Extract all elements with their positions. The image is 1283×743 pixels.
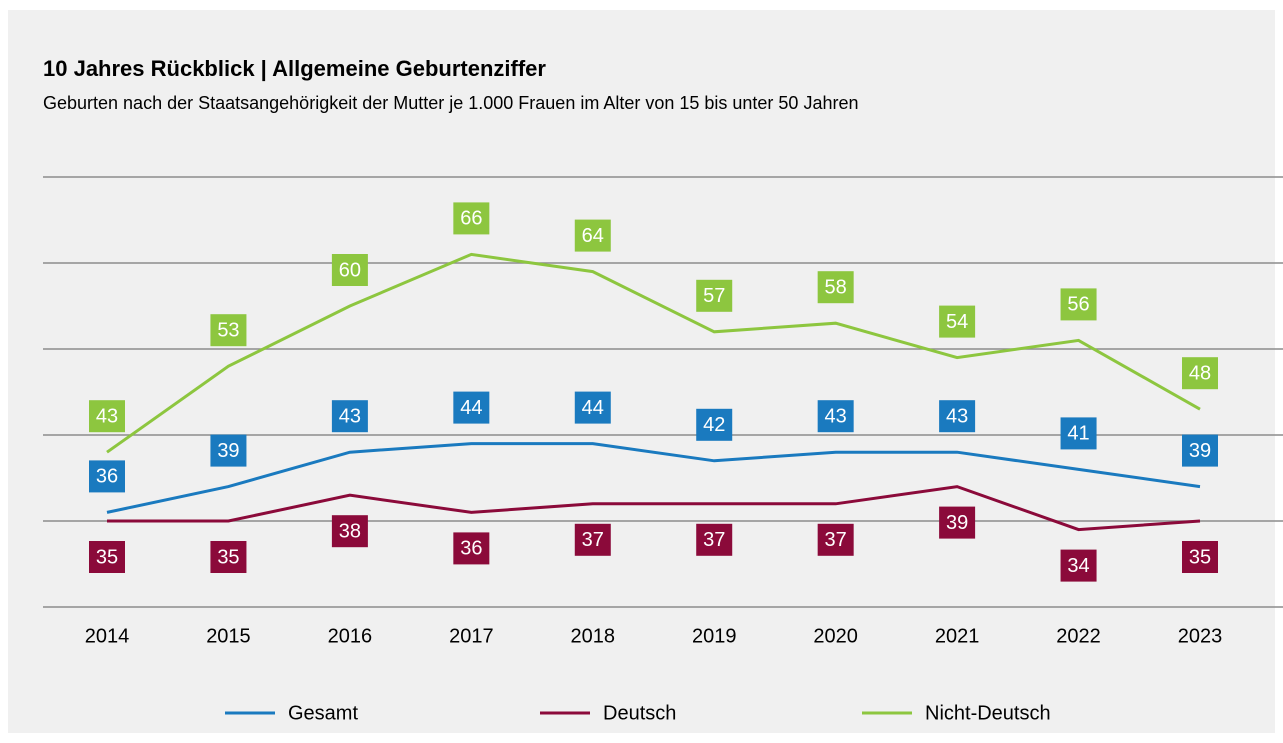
x-tick-label: 2020	[813, 625, 858, 647]
x-tick-label: 2017	[449, 625, 494, 647]
data-label-box	[696, 523, 733, 556]
data-label: 44	[460, 397, 482, 419]
x-tick-label: 2022	[1056, 625, 1101, 647]
x-tick-label: 2015	[206, 625, 251, 647]
data-label: 34	[1067, 555, 1089, 577]
chart-title: 10 Jahres Rückblick | Allgemeine Geburte…	[43, 56, 546, 81]
series-line	[107, 485, 1201, 532]
data-label-box	[331, 515, 368, 548]
data-label: 57	[703, 285, 725, 307]
data-label: 64	[582, 225, 604, 247]
data-label-box	[1182, 357, 1218, 390]
data-label: 56	[1067, 294, 1089, 316]
data-label-box	[453, 532, 490, 565]
data-label-box	[939, 400, 976, 433]
data-label-box	[331, 400, 368, 433]
x-tick-label: 2023	[1178, 625, 1223, 647]
data-label-box	[939, 305, 976, 338]
chart-subtitle: Geburten nach der Staatsangehörigkeit de…	[43, 93, 858, 113]
data-label: 60	[339, 259, 361, 281]
data-label: 39	[1189, 440, 1211, 462]
data-label: 35	[96, 546, 118, 568]
data-label-box	[210, 314, 247, 347]
data-label: 43	[339, 405, 361, 427]
legend-label: Deutsch	[603, 702, 676, 724]
data-label: 37	[582, 529, 604, 551]
data-label: 38	[339, 520, 361, 542]
data-label: 37	[825, 529, 847, 551]
legend-label: Nicht-Deutsch	[925, 702, 1051, 724]
data-label-box	[817, 271, 854, 304]
data-label: 39	[946, 512, 968, 534]
data-label-box	[1182, 541, 1218, 573]
data-label-box	[210, 434, 247, 467]
data-label-box	[574, 219, 611, 252]
x-tick-label: 2021	[935, 625, 980, 647]
data-label-box	[89, 541, 125, 573]
data-label-box	[574, 391, 611, 424]
data-label: 35	[217, 546, 239, 568]
x-tick-label: 2014	[85, 625, 130, 647]
legend-label: Gesamt	[288, 702, 358, 724]
data-label: 66	[460, 208, 482, 230]
data-label-box	[817, 400, 854, 433]
data-label: 54	[946, 311, 968, 333]
data-label: 48	[1189, 362, 1211, 384]
data-label-box	[574, 523, 611, 556]
data-label-box	[89, 400, 125, 433]
data-label-box	[89, 460, 125, 493]
data-label-box	[1182, 434, 1218, 467]
series-line	[106, 442, 1201, 514]
data-label: 53	[217, 319, 239, 341]
data-label-box	[1060, 549, 1097, 582]
data-label: 41	[1067, 423, 1089, 445]
data-label-box	[331, 254, 368, 286]
data-label: 35	[1189, 546, 1211, 568]
data-label-box	[696, 408, 733, 441]
data-label: 43	[825, 405, 847, 427]
data-label-box	[210, 541, 247, 573]
data-label: 36	[460, 538, 482, 560]
data-label: 36	[96, 466, 118, 488]
data-label-box	[939, 506, 976, 539]
data-label-box	[1060, 417, 1097, 450]
data-label-box	[453, 391, 490, 424]
data-label: 37	[703, 529, 725, 551]
x-tick-label: 2018	[571, 625, 616, 647]
data-label-box	[817, 523, 854, 556]
data-label: 43	[96, 405, 118, 427]
data-label-box	[453, 202, 490, 235]
data-label-box	[1060, 288, 1097, 321]
x-tick-label: 2019	[692, 625, 737, 647]
data-label: 44	[582, 397, 604, 419]
data-label-box	[696, 279, 733, 312]
data-label: 42	[703, 414, 725, 436]
data-label: 39	[217, 440, 239, 462]
data-label: 43	[946, 405, 968, 427]
x-tick-label: 2016	[328, 625, 373, 647]
data-label: 58	[825, 276, 847, 298]
series-line	[106, 252, 1201, 454]
